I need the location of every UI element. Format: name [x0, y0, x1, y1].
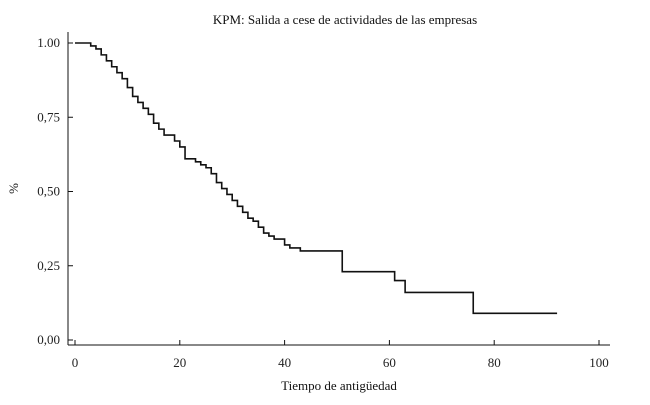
- x-tick-label: 40: [278, 355, 291, 370]
- x-tick-label: 80: [488, 355, 501, 370]
- y-tick-label: 0,50: [37, 184, 60, 199]
- series-group: [75, 42, 558, 315]
- x-tick-label: 100: [589, 355, 609, 370]
- axes: [67, 32, 610, 346]
- y-tick-label: 0,75: [37, 109, 60, 124]
- y-ticks: 0,00 0,25 0,50 0,75 1.00: [37, 35, 73, 347]
- y-tick-label: 0,00: [37, 332, 60, 347]
- series-line-0: [75, 42, 558, 315]
- x-ticks: 0 20 40 60 80 100: [72, 340, 609, 370]
- chart-title: KPM: Salida a cese de actividades de las…: [212, 12, 478, 27]
- y-axis-label: %: [6, 183, 21, 194]
- x-tick-label: 60: [383, 355, 396, 370]
- x-tick-label: 0: [72, 355, 79, 370]
- x-tick-label: 20: [173, 355, 186, 370]
- y-tick-label: 0,25: [37, 258, 60, 273]
- x-axis-label: Tiempo de antigüedad: [281, 378, 397, 393]
- y-tick-label: 1.00: [37, 35, 60, 50]
